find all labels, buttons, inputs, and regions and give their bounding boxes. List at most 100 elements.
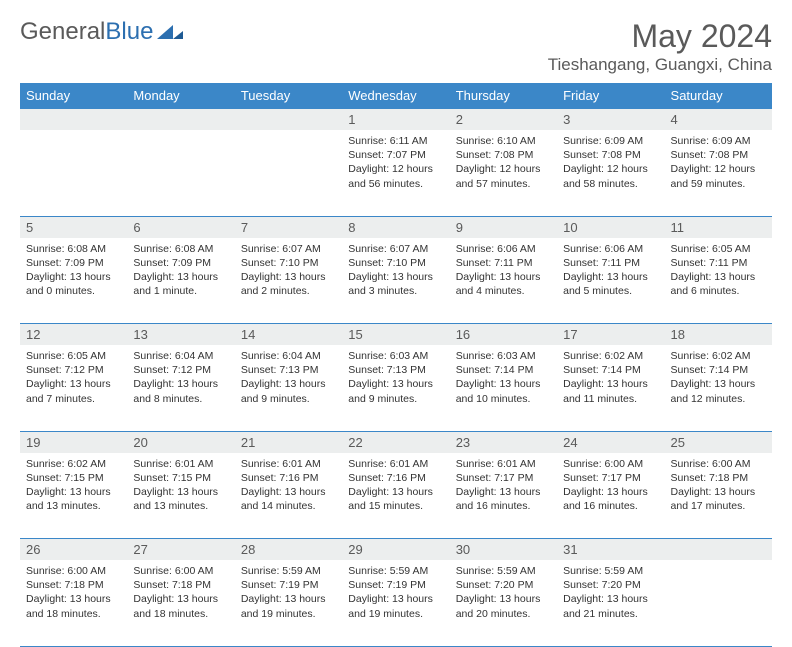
week-row: Sunrise: 6:05 AMSunset: 7:12 PMDaylight:… (20, 345, 772, 431)
daynum-row: 567891011 (20, 216, 772, 238)
day-cell: Sunrise: 6:00 AMSunset: 7:18 PMDaylight:… (665, 453, 772, 539)
day-cell (127, 130, 234, 216)
day-cell-text: Sunrise: 6:01 AMSunset: 7:17 PMDaylight:… (456, 457, 551, 514)
day-cell: Sunrise: 5:59 AMSunset: 7:19 PMDaylight:… (342, 560, 449, 646)
day-cell: Sunrise: 6:03 AMSunset: 7:13 PMDaylight:… (342, 345, 449, 431)
daynum-cell: 20 (127, 431, 234, 453)
week-row: Sunrise: 6:00 AMSunset: 7:18 PMDaylight:… (20, 560, 772, 646)
day-cell-text: Sunrise: 6:02 AMSunset: 7:15 PMDaylight:… (26, 457, 121, 514)
daynum-cell: 10 (557, 216, 664, 238)
daynum-cell: 26 (20, 539, 127, 561)
day-cell-text: Sunrise: 6:11 AMSunset: 7:07 PMDaylight:… (348, 134, 443, 191)
daynum-cell: 13 (127, 324, 234, 346)
daynum-cell: 8 (342, 216, 449, 238)
daynum-cell: 18 (665, 324, 772, 346)
daynum-cell: 14 (235, 324, 342, 346)
daynum-cell: 21 (235, 431, 342, 453)
day-cell: Sunrise: 6:11 AMSunset: 7:07 PMDaylight:… (342, 130, 449, 216)
day-cell-text: Sunrise: 6:00 AMSunset: 7:18 PMDaylight:… (133, 564, 228, 621)
daynum-cell: 29 (342, 539, 449, 561)
day-cell-text: Sunrise: 6:00 AMSunset: 7:17 PMDaylight:… (563, 457, 658, 514)
day-cell: Sunrise: 6:08 AMSunset: 7:09 PMDaylight:… (127, 238, 234, 324)
daynum-cell: 17 (557, 324, 664, 346)
daynum-row: 262728293031 (20, 539, 772, 561)
day-cell (20, 130, 127, 216)
day-header-cell: Tuesday (235, 83, 342, 109)
day-cell: Sunrise: 6:02 AMSunset: 7:14 PMDaylight:… (665, 345, 772, 431)
week-row: Sunrise: 6:02 AMSunset: 7:15 PMDaylight:… (20, 453, 772, 539)
day-cell-text: Sunrise: 6:01 AMSunset: 7:16 PMDaylight:… (348, 457, 443, 514)
daynum-cell: 23 (450, 431, 557, 453)
day-cell: Sunrise: 5:59 AMSunset: 7:20 PMDaylight:… (450, 560, 557, 646)
location: Tieshangang, Guangxi, China (548, 55, 772, 75)
logo-text-gray: General (20, 18, 105, 46)
daynum-cell: 28 (235, 539, 342, 561)
day-header-cell: Saturday (665, 83, 772, 109)
day-cell-text: Sunrise: 6:04 AMSunset: 7:13 PMDaylight:… (241, 349, 336, 406)
day-cell: Sunrise: 6:01 AMSunset: 7:17 PMDaylight:… (450, 453, 557, 539)
daynum-cell: 30 (450, 539, 557, 561)
day-header-cell: Thursday (450, 83, 557, 109)
day-cell-text: Sunrise: 6:00 AMSunset: 7:18 PMDaylight:… (26, 564, 121, 621)
daynum-cell: 27 (127, 539, 234, 561)
calendar-table: SundayMondayTuesdayWednesdayThursdayFrid… (20, 83, 772, 647)
daynum-cell (127, 109, 234, 131)
day-cell: Sunrise: 6:05 AMSunset: 7:11 PMDaylight:… (665, 238, 772, 324)
daynum-cell: 19 (20, 431, 127, 453)
day-cell-text: Sunrise: 6:07 AMSunset: 7:10 PMDaylight:… (241, 242, 336, 299)
day-cell: Sunrise: 6:06 AMSunset: 7:11 PMDaylight:… (450, 238, 557, 324)
day-cell (665, 560, 772, 646)
week-row: Sunrise: 6:08 AMSunset: 7:09 PMDaylight:… (20, 238, 772, 324)
daynum-cell: 4 (665, 109, 772, 131)
day-cell: Sunrise: 6:07 AMSunset: 7:10 PMDaylight:… (235, 238, 342, 324)
daynum-cell: 3 (557, 109, 664, 131)
day-cell-text: Sunrise: 6:00 AMSunset: 7:18 PMDaylight:… (671, 457, 766, 514)
daynum-cell: 16 (450, 324, 557, 346)
daynum-cell: 2 (450, 109, 557, 131)
day-cell-text: Sunrise: 6:03 AMSunset: 7:13 PMDaylight:… (348, 349, 443, 406)
day-cell: Sunrise: 6:03 AMSunset: 7:14 PMDaylight:… (450, 345, 557, 431)
day-cell-text: Sunrise: 6:05 AMSunset: 7:12 PMDaylight:… (26, 349, 121, 406)
day-cell-text: Sunrise: 6:04 AMSunset: 7:12 PMDaylight:… (133, 349, 228, 406)
daynum-cell: 7 (235, 216, 342, 238)
day-header-cell: Friday (557, 83, 664, 109)
daynum-cell: 11 (665, 216, 772, 238)
day-cell: Sunrise: 6:04 AMSunset: 7:13 PMDaylight:… (235, 345, 342, 431)
logo: GeneralBlue (20, 18, 183, 46)
day-cell: Sunrise: 5:59 AMSunset: 7:20 PMDaylight:… (557, 560, 664, 646)
day-cell: Sunrise: 6:01 AMSunset: 7:16 PMDaylight:… (235, 453, 342, 539)
day-cell-text: Sunrise: 6:08 AMSunset: 7:09 PMDaylight:… (133, 242, 228, 299)
day-cell-text: Sunrise: 5:59 AMSunset: 7:19 PMDaylight:… (348, 564, 443, 621)
title-block: May 2024 Tieshangang, Guangxi, China (548, 18, 772, 81)
daynum-cell: 5 (20, 216, 127, 238)
daynum-cell: 24 (557, 431, 664, 453)
day-header-cell: Sunday (20, 83, 127, 109)
day-cell: Sunrise: 6:06 AMSunset: 7:11 PMDaylight:… (557, 238, 664, 324)
day-cell: Sunrise: 6:05 AMSunset: 7:12 PMDaylight:… (20, 345, 127, 431)
daynum-cell: 1 (342, 109, 449, 131)
day-cell: Sunrise: 6:01 AMSunset: 7:15 PMDaylight:… (127, 453, 234, 539)
week-row: Sunrise: 6:11 AMSunset: 7:07 PMDaylight:… (20, 130, 772, 216)
daynum-cell (20, 109, 127, 131)
daynum-cell (235, 109, 342, 131)
day-cell: Sunrise: 6:02 AMSunset: 7:14 PMDaylight:… (557, 345, 664, 431)
logo-text-blue: Blue (105, 18, 153, 46)
logo-icon (157, 18, 183, 46)
daynum-cell: 15 (342, 324, 449, 346)
day-cell-text: Sunrise: 6:08 AMSunset: 7:09 PMDaylight:… (26, 242, 121, 299)
daynum-row: 12131415161718 (20, 324, 772, 346)
day-cell-text: Sunrise: 6:05 AMSunset: 7:11 PMDaylight:… (671, 242, 766, 299)
daynum-cell: 31 (557, 539, 664, 561)
day-cell-text: Sunrise: 6:06 AMSunset: 7:11 PMDaylight:… (456, 242, 551, 299)
day-cell: Sunrise: 6:08 AMSunset: 7:09 PMDaylight:… (20, 238, 127, 324)
day-header-row: SundayMondayTuesdayWednesdayThursdayFrid… (20, 83, 772, 109)
day-cell (235, 130, 342, 216)
day-cell-text: Sunrise: 5:59 AMSunset: 7:20 PMDaylight:… (456, 564, 551, 621)
day-cell-text: Sunrise: 6:09 AMSunset: 7:08 PMDaylight:… (563, 134, 658, 191)
daynum-row: 19202122232425 (20, 431, 772, 453)
day-cell: Sunrise: 6:09 AMSunset: 7:08 PMDaylight:… (557, 130, 664, 216)
day-cell-text: Sunrise: 6:09 AMSunset: 7:08 PMDaylight:… (671, 134, 766, 191)
daynum-cell: 12 (20, 324, 127, 346)
day-cell-text: Sunrise: 6:03 AMSunset: 7:14 PMDaylight:… (456, 349, 551, 406)
day-header-cell: Wednesday (342, 83, 449, 109)
